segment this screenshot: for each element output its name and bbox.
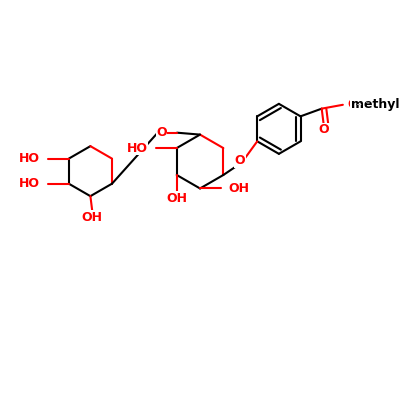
Text: methyl: methyl bbox=[366, 102, 371, 103]
Text: methyl: methyl bbox=[356, 104, 361, 106]
Text: O: O bbox=[156, 126, 167, 139]
Text: O: O bbox=[347, 98, 358, 111]
Text: methyl: methyl bbox=[350, 98, 399, 111]
Text: OH: OH bbox=[82, 211, 103, 224]
Text: HO: HO bbox=[19, 177, 40, 190]
Text: O: O bbox=[318, 123, 329, 136]
Text: methyl: methyl bbox=[358, 104, 363, 105]
Text: OH: OH bbox=[166, 192, 187, 204]
Text: OH: OH bbox=[228, 182, 249, 195]
Text: O: O bbox=[235, 154, 245, 167]
Text: HO: HO bbox=[19, 152, 40, 165]
Text: HO: HO bbox=[127, 142, 148, 154]
